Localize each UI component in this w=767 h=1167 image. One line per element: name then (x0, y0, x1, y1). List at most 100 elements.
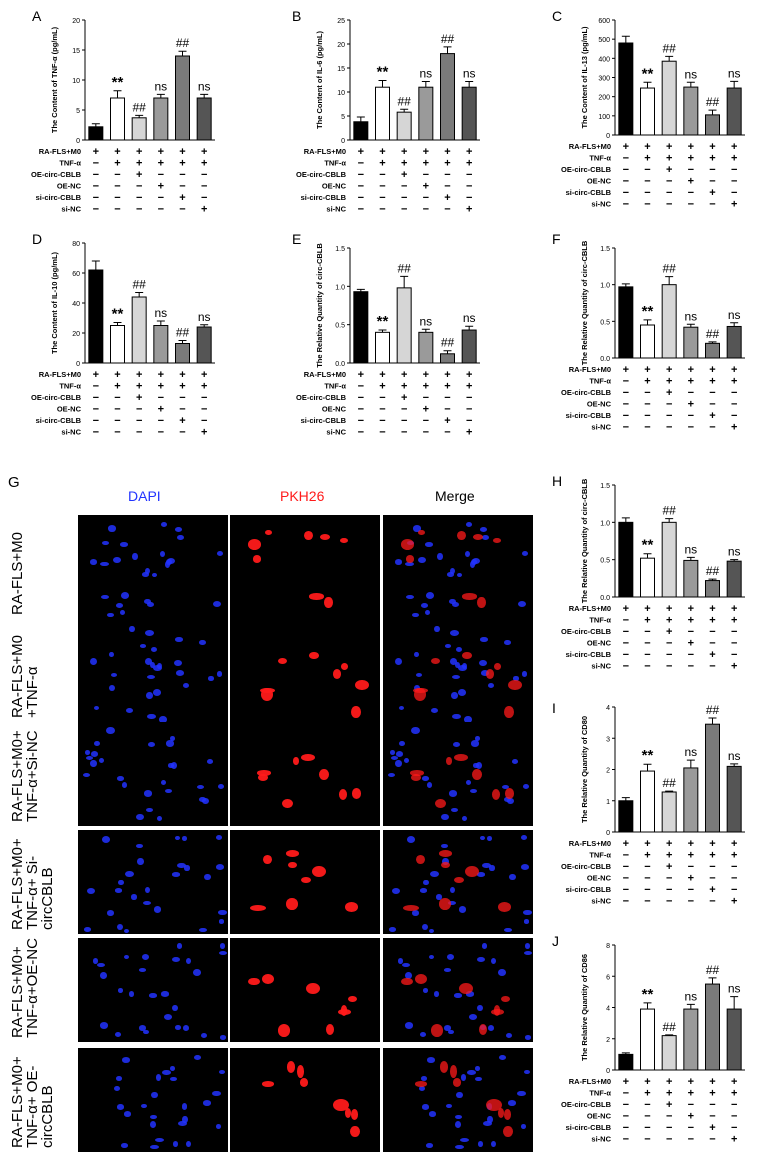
treatment-label: TNF-α (59, 382, 81, 391)
bar-6 (726, 560, 742, 598)
treatment-label: OE-circ-CBLB (561, 388, 612, 397)
treatment-sign: + (731, 838, 737, 850)
treatment-sign: − (179, 169, 185, 181)
significance-mark: ns (728, 982, 741, 996)
treatment-label: RA-FLS+M0 (569, 604, 611, 613)
y-tick-label: 1.0 (600, 520, 610, 527)
treatment-sign: + (444, 381, 450, 393)
treatment-sign: − (93, 404, 99, 416)
significance-mark: ## (662, 504, 676, 518)
treatment-sign: + (688, 850, 694, 862)
treatment-sign: − (644, 199, 650, 211)
treatment-sign: − (731, 176, 737, 188)
bar-3 (661, 284, 677, 359)
panel-E-chart: E 0.0 0.5 1.0 1.5 The Relative Quantity of ci… (292, 231, 480, 439)
y-tick-label: 0 (606, 133, 610, 140)
y-axis-label: The Content of IL-13 (pg/mL) (580, 26, 589, 129)
y-tick-label: 0.0 (600, 356, 610, 363)
treatment-label: si-circ-CBLB (566, 411, 612, 420)
treatment-sign: + (201, 204, 207, 216)
treatment-label: RA-FLS+M0 (569, 1077, 611, 1086)
pkh26-image (230, 618, 380, 722)
significance-mark: ** (642, 303, 654, 320)
treatment-sign: + (644, 153, 650, 165)
treatment-sign: + (709, 1122, 715, 1134)
treatment-sign: + (666, 603, 672, 615)
bar-6 (726, 325, 742, 359)
treatment-sign: + (688, 153, 694, 165)
error-bar (156, 93, 165, 98)
significance-mark: ## (706, 95, 720, 109)
treatment-sign: − (731, 1111, 737, 1123)
treatment-label: OE-circ-CBLB (31, 393, 82, 402)
treatment-sign: + (136, 369, 142, 381)
treatment-label: si-circ-CBLB (566, 885, 612, 894)
treatment-sign: − (666, 649, 672, 661)
panel-A-chart: A 0 5 10 15 20 The Content of TNF-α (pg/mL) ** #… (31, 8, 215, 216)
treatment-sign: − (158, 392, 164, 404)
treatment-sign: + (423, 381, 429, 393)
treatment-label: si-circ-CBLB (36, 193, 82, 202)
bar-6 (461, 329, 477, 364)
bar-1 (353, 291, 369, 364)
treatment-sign: − (136, 181, 142, 193)
y-tick-label: 2 (606, 1037, 610, 1044)
treatment-sign: − (644, 661, 650, 673)
treatment-sign: + (688, 603, 694, 615)
merge-image (383, 515, 533, 619)
treatment-sign: + (666, 364, 672, 376)
treatment-sign: − (688, 410, 694, 422)
treatment-sign: + (423, 146, 429, 158)
treatment-sign: − (358, 381, 364, 393)
treatment-sign: − (731, 626, 737, 638)
y-tick-label: 0 (606, 1068, 610, 1075)
error-bar (465, 80, 474, 88)
error-bar (665, 790, 674, 792)
treatment-sign: + (731, 153, 737, 165)
treatment-sign: + (709, 1088, 715, 1100)
microscopy-row-label: RA-FLS+M0+ TNF-α+Si-NC (9, 730, 41, 822)
treatment-sign: − (644, 873, 650, 885)
treatment-label: OE-NC (322, 182, 347, 191)
dapi-header: DAPI (128, 488, 161, 504)
y-tick-label: 1.5 (335, 246, 345, 253)
treatment-sign: − (423, 204, 429, 216)
treatment-sign: − (731, 1122, 737, 1134)
bar-3 (396, 287, 412, 364)
treatment-sign: + (201, 381, 207, 393)
treatment-sign: − (423, 192, 429, 204)
treatment-sign: − (444, 169, 450, 181)
treatment-sign: − (666, 399, 672, 411)
bar-4 (153, 325, 169, 364)
axes (84, 243, 215, 364)
treatment-label: OE-NC (322, 405, 347, 414)
treatment-sign: − (201, 169, 207, 181)
treatment-sign: − (201, 181, 207, 193)
treatment-sign: + (709, 1076, 715, 1088)
error-bar (621, 1052, 630, 1055)
treatment-sign: − (623, 626, 629, 638)
treatment-sign: − (688, 649, 694, 661)
treatment-sign: − (623, 896, 629, 908)
treatment-sign: + (136, 381, 142, 393)
treatment-sign: − (688, 1134, 694, 1146)
significance-mark: ns (419, 314, 432, 328)
bar-1 (618, 42, 634, 136)
treatment-sign: − (466, 192, 472, 204)
error-bar (621, 35, 630, 43)
treatment-sign: − (358, 392, 364, 404)
significance-mark: ## (706, 963, 720, 977)
treatment-sign: − (114, 404, 120, 416)
significance-mark: ns (728, 308, 741, 322)
treatment-sign: − (623, 376, 629, 388)
treatment-sign: + (666, 387, 672, 399)
panel-F-chart: F 0.0 0.5 1.0 1.5 The Relative Quantity of ci… (552, 231, 745, 434)
treatment-sign: + (179, 415, 185, 427)
significance-mark: ## (176, 36, 190, 50)
treatment-sign: − (709, 199, 715, 211)
treatment-sign: − (623, 164, 629, 176)
y-tick-label: 60 (72, 271, 80, 278)
treatment-sign: + (709, 603, 715, 615)
error-bar (356, 116, 365, 122)
dapi-image (78, 1048, 228, 1152)
